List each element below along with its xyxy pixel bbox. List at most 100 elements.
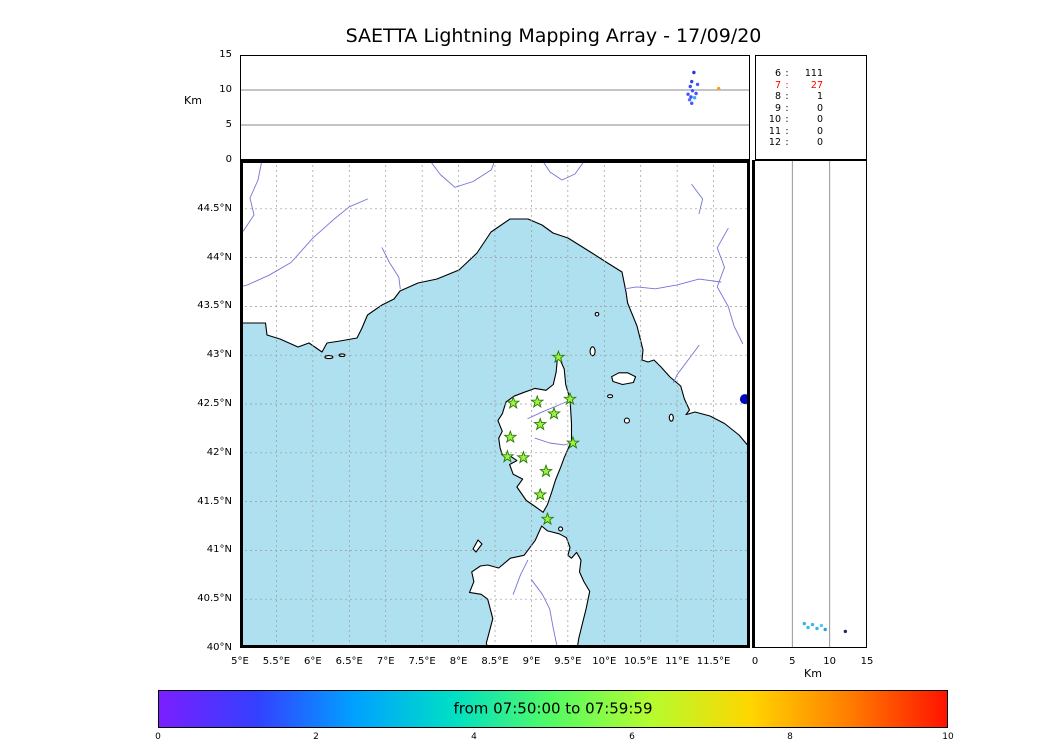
vhf-source-point xyxy=(843,629,848,634)
longitude-tick: 9°E xyxy=(522,656,541,667)
longitude-tick: 5°E xyxy=(231,656,249,667)
longitude-tick: 10°E xyxy=(592,656,617,667)
colorbar-tick: 0 xyxy=(155,732,161,742)
station-count-row: 7: 27 xyxy=(765,79,823,92)
longitude-tick: 8°E xyxy=(449,656,468,667)
colorbar-tick: 2 xyxy=(313,732,319,742)
porquerolles-island xyxy=(324,355,334,360)
latitude-tick: 40°N xyxy=(206,642,232,653)
lma-station-star xyxy=(503,429,518,444)
vhf-source-point xyxy=(694,91,698,96)
altitude-axis-tick: 0 xyxy=(225,154,232,165)
stat-value: 0 xyxy=(816,114,823,125)
colorbar-tick: 4 xyxy=(471,732,477,742)
river-tanaro xyxy=(428,160,496,188)
vhf-source-point xyxy=(716,86,721,91)
lma-station-star xyxy=(506,395,521,410)
lma-station-star xyxy=(539,463,553,478)
longitude-tick: 9.5°E xyxy=(554,656,582,667)
vhf-source-point xyxy=(692,70,696,75)
latitude-tick: 44°N xyxy=(206,251,232,263)
lma-station-star xyxy=(540,511,555,526)
stat-colon: : xyxy=(785,68,789,79)
vhf-source-point xyxy=(686,92,690,96)
longitude-tick: 10.5°E xyxy=(623,656,658,667)
vhf-source-point xyxy=(819,623,824,628)
altitude-axis-label: Km xyxy=(184,94,202,107)
river-po-tributary xyxy=(541,160,586,181)
map-plot xyxy=(240,160,750,648)
colorbar-gradient xyxy=(158,690,948,728)
stat-label: 7 xyxy=(774,79,781,91)
longitude-tick: 5.5°E xyxy=(262,656,291,667)
lma-station-star xyxy=(551,349,566,364)
station-count-row: 9: 0 xyxy=(765,102,823,115)
altitude-axis-tick: 15 xyxy=(219,49,232,60)
station-count-row: 11: 0 xyxy=(765,125,823,138)
altitude-axis-tick: 5 xyxy=(225,119,232,130)
vhf-source-point xyxy=(690,89,695,93)
map-panel xyxy=(240,160,750,648)
vhf-source-point xyxy=(690,79,694,84)
river-golo xyxy=(527,400,569,420)
latitude-tick: 41.5°N xyxy=(197,495,232,507)
vhf-source-point xyxy=(690,101,694,105)
latitude-tick: 41°N xyxy=(206,544,232,556)
latitude-tick: 42°N xyxy=(206,446,232,458)
map-gridlines xyxy=(240,160,750,648)
longitude-tick: 6°E xyxy=(304,656,322,667)
longitude-tick: 8.5°E xyxy=(481,656,509,667)
vhf-source-point xyxy=(823,627,827,632)
stat-colon: : xyxy=(785,102,789,114)
stat-value: 0 xyxy=(816,125,823,137)
coastline-france-italy xyxy=(240,160,750,449)
maddalena-island xyxy=(558,526,564,532)
station-count-row: 6: 111 xyxy=(765,68,823,80)
lma-station-star xyxy=(533,417,548,431)
montecristo-island xyxy=(623,417,630,424)
longitude-tick: 7°E xyxy=(376,656,395,667)
stat-label: 9 xyxy=(774,102,781,114)
stat-label: 6 xyxy=(774,68,781,79)
vhf-source-point xyxy=(810,622,815,627)
latitude-tick: 44.5°N xyxy=(197,202,232,214)
lma-station-star xyxy=(516,450,531,464)
corsica-island xyxy=(497,353,573,513)
stat-value: 111 xyxy=(804,68,823,79)
stat-label: 11 xyxy=(768,125,781,137)
capraia-island xyxy=(589,346,596,357)
altitude-bottom-tick: 15 xyxy=(860,656,874,667)
pianosa-island xyxy=(607,394,614,399)
altitude-bottom-axis-label: Km xyxy=(804,667,822,680)
vhf-source-point xyxy=(815,626,819,631)
vhf-source-point xyxy=(688,84,692,89)
vhf-source-point xyxy=(692,96,697,100)
river-sardinia-east xyxy=(530,579,558,647)
river-sardinia-west xyxy=(512,559,529,595)
station-count-box: 6: 111 7: 27 8: 1 9: 0 10: 0 11: 0 12: 0 xyxy=(755,55,867,160)
lma-station-star xyxy=(566,435,581,450)
colorbar: from 07:50:00 to 07:59:59 xyxy=(158,690,948,728)
lma-station-star xyxy=(547,406,561,420)
stat-colon: : xyxy=(785,114,789,125)
river-tiber-upper xyxy=(716,227,744,344)
lma-station-star xyxy=(530,394,545,409)
longitude-tick: 7.5°E xyxy=(408,656,436,667)
gorgona-island xyxy=(594,311,600,317)
latitude-tick: 42.5°N xyxy=(197,398,232,409)
vhf-source-point xyxy=(802,621,806,626)
stat-colon: : xyxy=(785,79,789,91)
stat-value: 27 xyxy=(810,79,823,91)
lightning-sources-plan xyxy=(739,394,750,405)
river-arno xyxy=(624,278,722,290)
latitude-tick: 43°N xyxy=(206,349,232,361)
landmasses xyxy=(240,160,750,648)
altitude-latitude-panel xyxy=(752,160,867,648)
lma-stations xyxy=(500,349,581,526)
sardinia-island xyxy=(468,525,591,648)
vhf-source-point xyxy=(695,82,700,87)
asinara-island xyxy=(472,539,483,553)
vhf-source-point xyxy=(687,98,692,102)
figure-title: SAETTA Lightning Mapping Array - 17/09/2… xyxy=(345,25,762,47)
